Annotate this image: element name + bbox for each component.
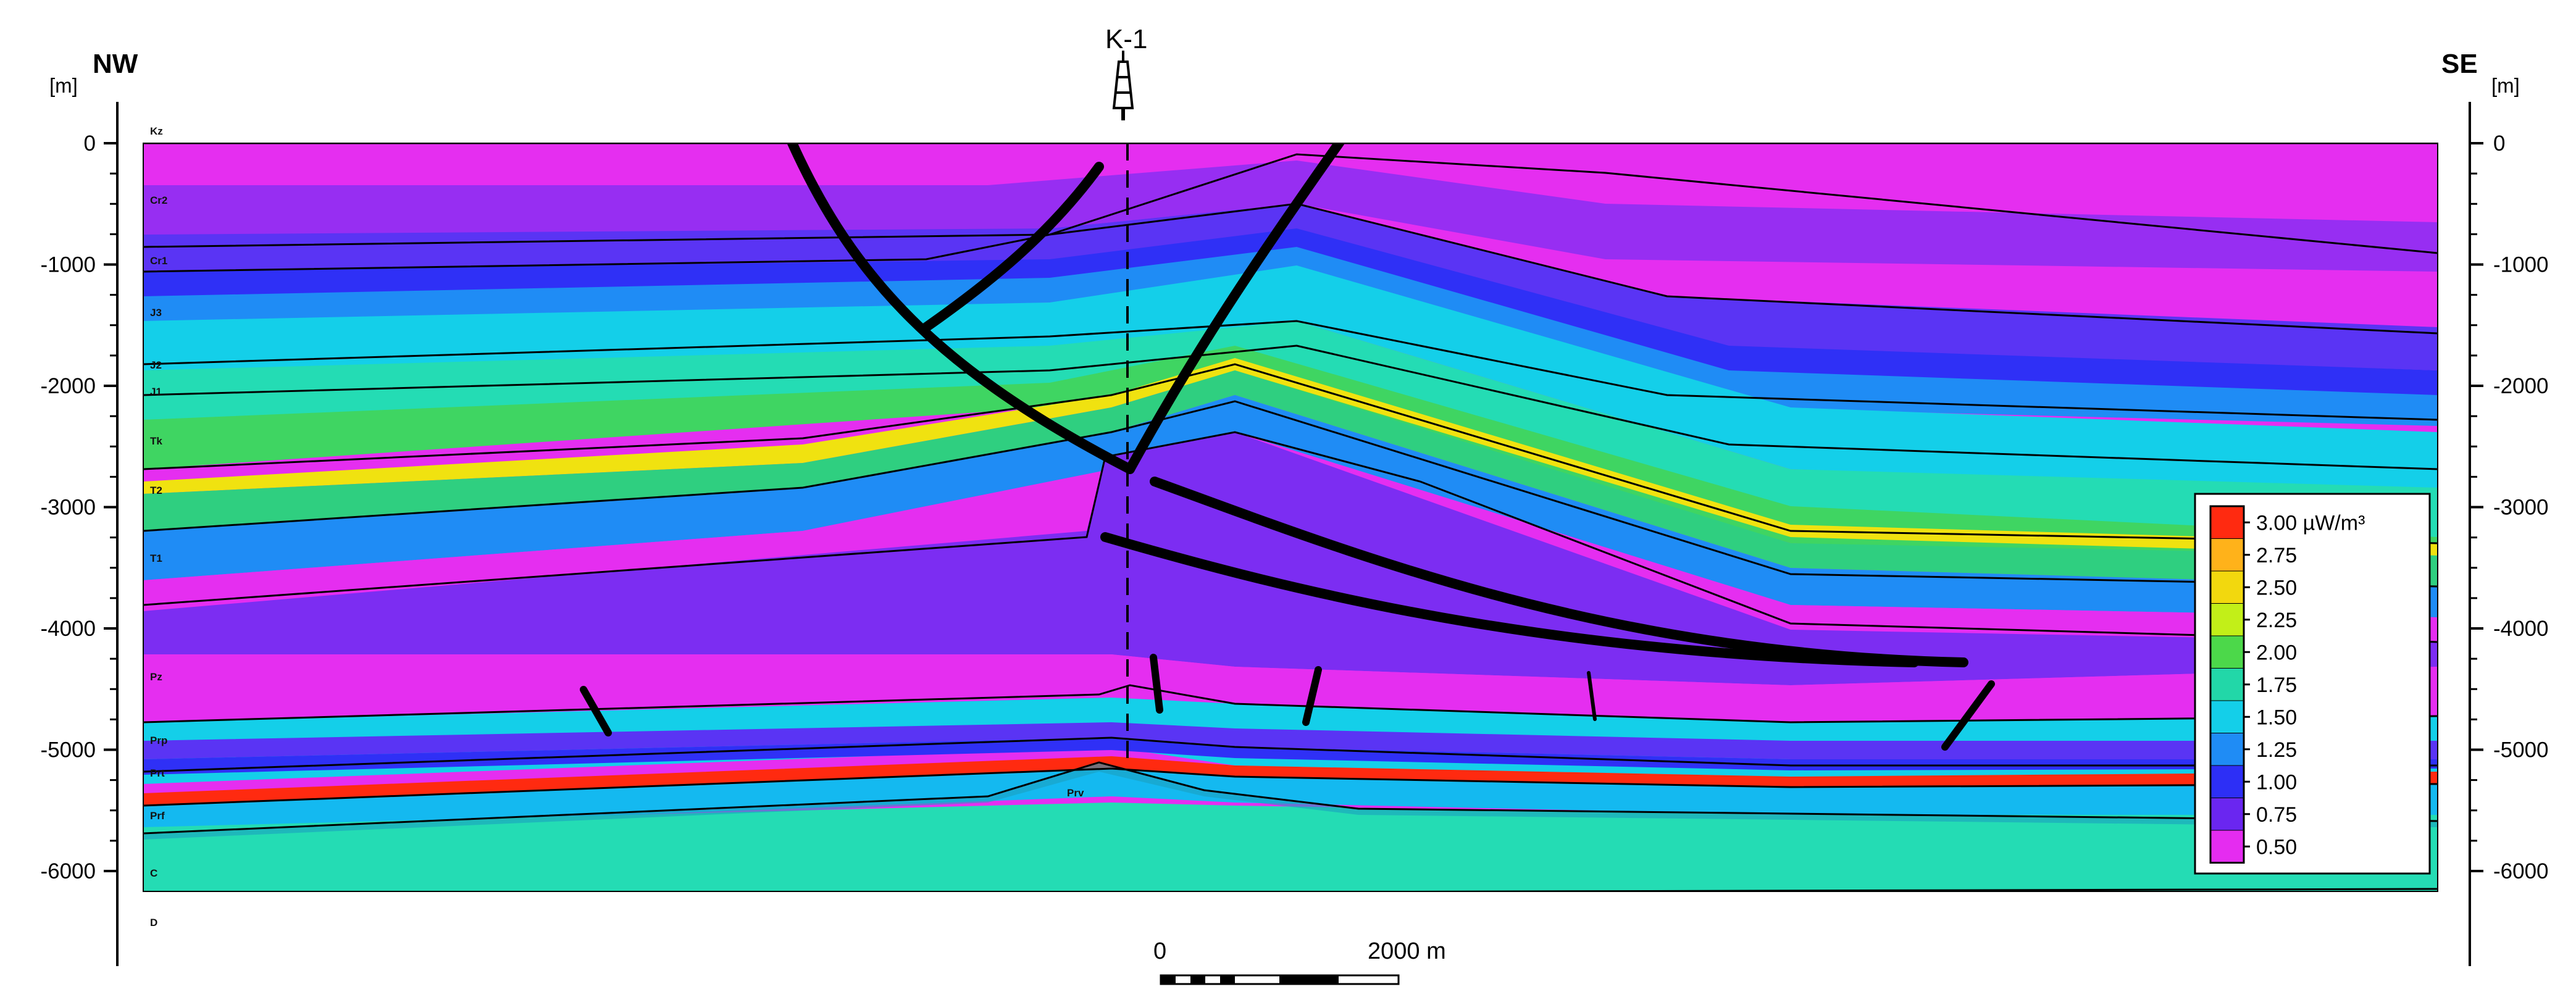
depth-tick-label: -2000 xyxy=(2493,374,2549,398)
strat-label-j1: J1 xyxy=(150,386,162,398)
strat-label-prf: Prf xyxy=(150,810,165,822)
legend-swatch xyxy=(2210,798,2244,831)
left-depth-unit: [m] xyxy=(49,74,78,97)
heat-production-legend: 3.00 µW/m³ 2.75 2.50 2.25 2.00 1.75 1.50 1.25 1.… xyxy=(2194,493,2431,875)
legend-label: 0.75 xyxy=(2256,803,2297,827)
scale-start-label: 0 xyxy=(1153,938,1166,964)
depth-tick-label: -1000 xyxy=(40,253,96,277)
legend-swatch xyxy=(2210,668,2244,701)
depth-tick-label: 0 xyxy=(2493,131,2505,156)
depth-tick-label: -6000 xyxy=(40,859,96,883)
strat-label-pz: Pz xyxy=(150,671,162,683)
legend-swatch xyxy=(2210,570,2244,604)
depth-tick-label: -4000 xyxy=(40,617,96,641)
legend-labels: 3.00 µW/m³ 2.75 2.50 2.25 2.00 1.75 1.50 1.25 1.… xyxy=(2244,511,2365,859)
strat-label-c: C xyxy=(150,867,157,879)
strat-labels: Kz Cr2 Cr1 J3 J2 J1 Tk T2 T1 Pz Prp Prt … xyxy=(150,125,1084,928)
legend-label: 2.50 xyxy=(2256,576,2297,599)
strat-label-cr2: Cr2 xyxy=(150,194,167,206)
strat-label-d: D xyxy=(150,917,157,928)
legend-swatch xyxy=(2210,506,2244,539)
strat-label-t2: T2 xyxy=(150,485,162,496)
well-name-label: K-1 xyxy=(1105,24,1147,54)
legend-label: 0.50 xyxy=(2256,835,2297,859)
right-depth-unit: [m] xyxy=(2491,74,2520,97)
legend-swatch xyxy=(2210,830,2244,863)
legend-label: 3.00 µW/m³ xyxy=(2256,511,2365,535)
depth-tick-label: -3000 xyxy=(40,496,96,520)
legend-label: 1.25 xyxy=(2256,738,2297,762)
scale-end-label: 2000 m xyxy=(1368,938,1446,964)
section-frame xyxy=(143,143,2438,892)
legend-swatch xyxy=(2210,700,2244,733)
strat-label-j3: J3 xyxy=(150,307,162,319)
legend-swatch xyxy=(2210,733,2244,766)
section-body xyxy=(143,143,2438,891)
legend-swatch xyxy=(2210,538,2244,572)
depth-tick-label: -1000 xyxy=(2493,253,2549,277)
legend-swatch xyxy=(2210,765,2244,798)
legend-label: 2.25 xyxy=(2256,609,2297,632)
depth-tick-label: -5000 xyxy=(2493,738,2549,762)
legend-label: 1.75 xyxy=(2256,673,2297,697)
strat-label-t1: T1 xyxy=(150,553,162,564)
strat-label-prv: Prv xyxy=(1067,787,1084,799)
legend-label: 2.75 xyxy=(2256,544,2297,567)
strat-label-tk: Tk xyxy=(150,435,162,447)
left-depth-ticks: 0 -1000 -2000 -3000 -4000 -5000 -6000 xyxy=(40,131,117,883)
depth-tick-label: 0 xyxy=(84,131,96,156)
nw-direction-label: NW xyxy=(93,49,138,79)
depth-tick-label: -3000 xyxy=(2493,496,2549,520)
well-derrick-icon xyxy=(1112,51,1134,120)
depth-tick-label: -4000 xyxy=(2493,617,2549,641)
legend-label: 1.00 xyxy=(2256,770,2297,794)
right-depth-ticks: 0 -1000 -2000 -3000 -4000 -5000 -6000 xyxy=(2470,131,2549,883)
depth-tick-label: -2000 xyxy=(40,374,96,398)
se-direction-label: SE xyxy=(2441,49,2478,79)
legend-label: 1.50 xyxy=(2256,706,2297,729)
strat-label-cr1: Cr1 xyxy=(150,255,167,267)
strat-label-kz: Kz xyxy=(150,125,163,137)
legend-swatches xyxy=(2209,505,2245,864)
legend-swatch xyxy=(2210,603,2244,636)
legend-swatch xyxy=(2210,635,2244,669)
depth-tick-label: -6000 xyxy=(2493,859,2549,883)
strat-label-prp: Prp xyxy=(150,735,167,746)
legend-label: 2.00 xyxy=(2256,641,2297,664)
depth-tick-label: -5000 xyxy=(40,738,96,762)
strat-label-j2: J2 xyxy=(150,359,162,371)
strat-label-prt: Prt xyxy=(150,767,165,779)
scale-bar: 0 2000 m xyxy=(1153,938,1446,985)
